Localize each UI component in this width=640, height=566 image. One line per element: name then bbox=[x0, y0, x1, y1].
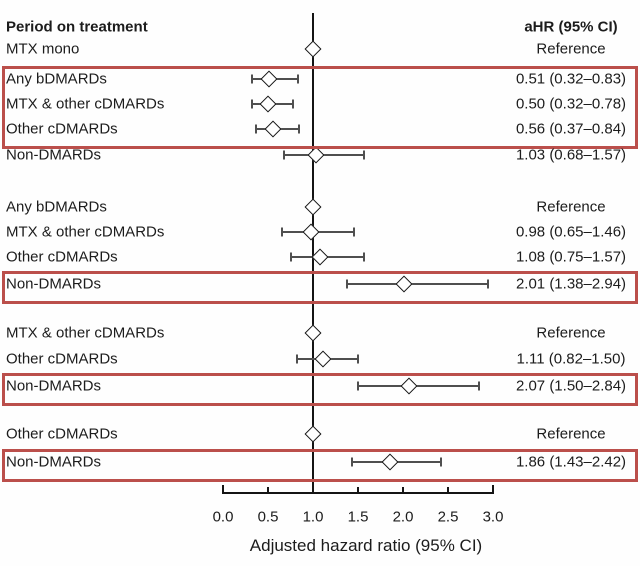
row-label: Non-DMARDs bbox=[6, 377, 102, 395]
ci-cap-low bbox=[280, 227, 283, 237]
ci-cap-high bbox=[296, 74, 299, 84]
row-label: Other cDMARDs bbox=[6, 350, 118, 368]
estimate-diamond bbox=[304, 198, 322, 216]
x-axis-tick-label: 1.0 bbox=[302, 508, 324, 526]
estimate-diamond bbox=[260, 70, 278, 88]
row-label: Non-DMARDs bbox=[6, 453, 102, 471]
row-label: Other cDMARDs bbox=[6, 120, 118, 138]
x-axis-tick-label: 0.5 bbox=[257, 508, 279, 526]
estimate-diamond bbox=[381, 453, 399, 471]
row-value: 2.01 (1.38–2.94) bbox=[515, 275, 627, 293]
x-axis-tick bbox=[357, 487, 359, 493]
estimate-diamond bbox=[314, 350, 332, 368]
ci-cap-high bbox=[477, 381, 480, 391]
x-axis-tick bbox=[402, 487, 404, 493]
ci-cap-low bbox=[289, 252, 292, 262]
row-label: Other cDMARDs bbox=[6, 248, 118, 266]
x-axis-tick-label: 2.5 bbox=[437, 508, 459, 526]
ci-cap-high bbox=[363, 252, 366, 262]
column-header-treatment: Period on treatment bbox=[6, 18, 148, 36]
row-value: 0.98 (0.65–1.46) bbox=[515, 223, 627, 241]
row-label: Any bDMARDs bbox=[6, 70, 107, 88]
row-label: Any bDMARDs bbox=[6, 198, 107, 216]
estimate-diamond bbox=[307, 146, 325, 164]
row-value: 0.50 (0.32–0.78) bbox=[515, 95, 627, 113]
row-label: MTX & other cDMARDs bbox=[6, 223, 165, 241]
row-value: 1.11 (0.82–1.50) bbox=[516, 350, 626, 368]
x-axis-tick-label: 2.0 bbox=[392, 508, 414, 526]
row-value: 1.08 (0.75–1.57) bbox=[515, 248, 627, 266]
estimate-diamond bbox=[304, 40, 322, 58]
ci-cap-high bbox=[292, 99, 295, 109]
ci-whisker bbox=[358, 385, 479, 387]
row-value: Reference bbox=[536, 198, 606, 216]
row-value: 0.56 (0.37–0.84) bbox=[515, 120, 627, 138]
estimate-diamond bbox=[302, 223, 320, 241]
ci-cap-high bbox=[357, 354, 359, 364]
x-axis-title: Adjusted hazard ratio (95% CI) bbox=[249, 536, 483, 555]
ci-cap-low bbox=[350, 457, 353, 467]
ci-whisker bbox=[284, 154, 365, 156]
row-value: 1.03 (0.68–1.57) bbox=[515, 146, 627, 164]
row-value: Reference bbox=[536, 425, 606, 443]
estimate-diamond bbox=[400, 377, 418, 395]
x-axis-tick bbox=[267, 487, 269, 493]
row-value: 1.86 (1.43–2.42) bbox=[515, 453, 627, 471]
column-header-ahr: aHR (95% CI) bbox=[524, 18, 618, 36]
ci-cap-low bbox=[283, 150, 286, 160]
x-axis-tick bbox=[312, 487, 314, 493]
x-axis-tick bbox=[447, 487, 449, 493]
x-axis-tick-label: 3.0 bbox=[482, 508, 504, 526]
row-value: Reference bbox=[536, 40, 606, 58]
x-axis-line bbox=[222, 492, 494, 494]
ci-cap-high bbox=[439, 457, 442, 467]
row-label: Non-DMARDs bbox=[6, 275, 102, 293]
x-axis-tick-label: 0.0 bbox=[212, 508, 234, 526]
x-axis-tick-label: 1.5 bbox=[347, 508, 369, 526]
estimate-diamond bbox=[304, 324, 322, 342]
row-value: 2.07 (1.50–2.84) bbox=[515, 377, 627, 395]
row-label: Other cDMARDs bbox=[6, 425, 118, 443]
ci-cap-high bbox=[486, 279, 489, 289]
ci-cap-low bbox=[357, 381, 359, 391]
estimate-diamond bbox=[264, 120, 282, 138]
row-label: MTX mono bbox=[6, 40, 80, 58]
x-axis-tick bbox=[222, 485, 224, 493]
ci-cap-low bbox=[250, 99, 253, 109]
estimate-diamond bbox=[259, 95, 277, 113]
reference-line bbox=[312, 13, 314, 493]
ci-cap-low bbox=[250, 74, 253, 84]
ci-whisker bbox=[347, 283, 488, 285]
ci-cap-high bbox=[297, 124, 300, 134]
ci-cap-high bbox=[353, 227, 356, 237]
ci-cap-low bbox=[346, 279, 349, 289]
row-label: MTX & other cDMARDs bbox=[6, 95, 165, 113]
ci-cap-high bbox=[363, 150, 366, 160]
row-value: Reference bbox=[536, 324, 606, 342]
ci-cap-low bbox=[255, 124, 258, 134]
estimate-diamond bbox=[311, 248, 329, 266]
row-value: 0.51 (0.32–0.83) bbox=[515, 70, 627, 88]
ci-cap-low bbox=[295, 354, 298, 364]
row-label: MTX & other cDMARDs bbox=[6, 324, 165, 342]
estimate-diamond bbox=[395, 275, 413, 293]
row-label: Non-DMARDs bbox=[6, 146, 102, 164]
x-axis-tick bbox=[492, 485, 494, 493]
estimate-diamond bbox=[304, 425, 322, 443]
